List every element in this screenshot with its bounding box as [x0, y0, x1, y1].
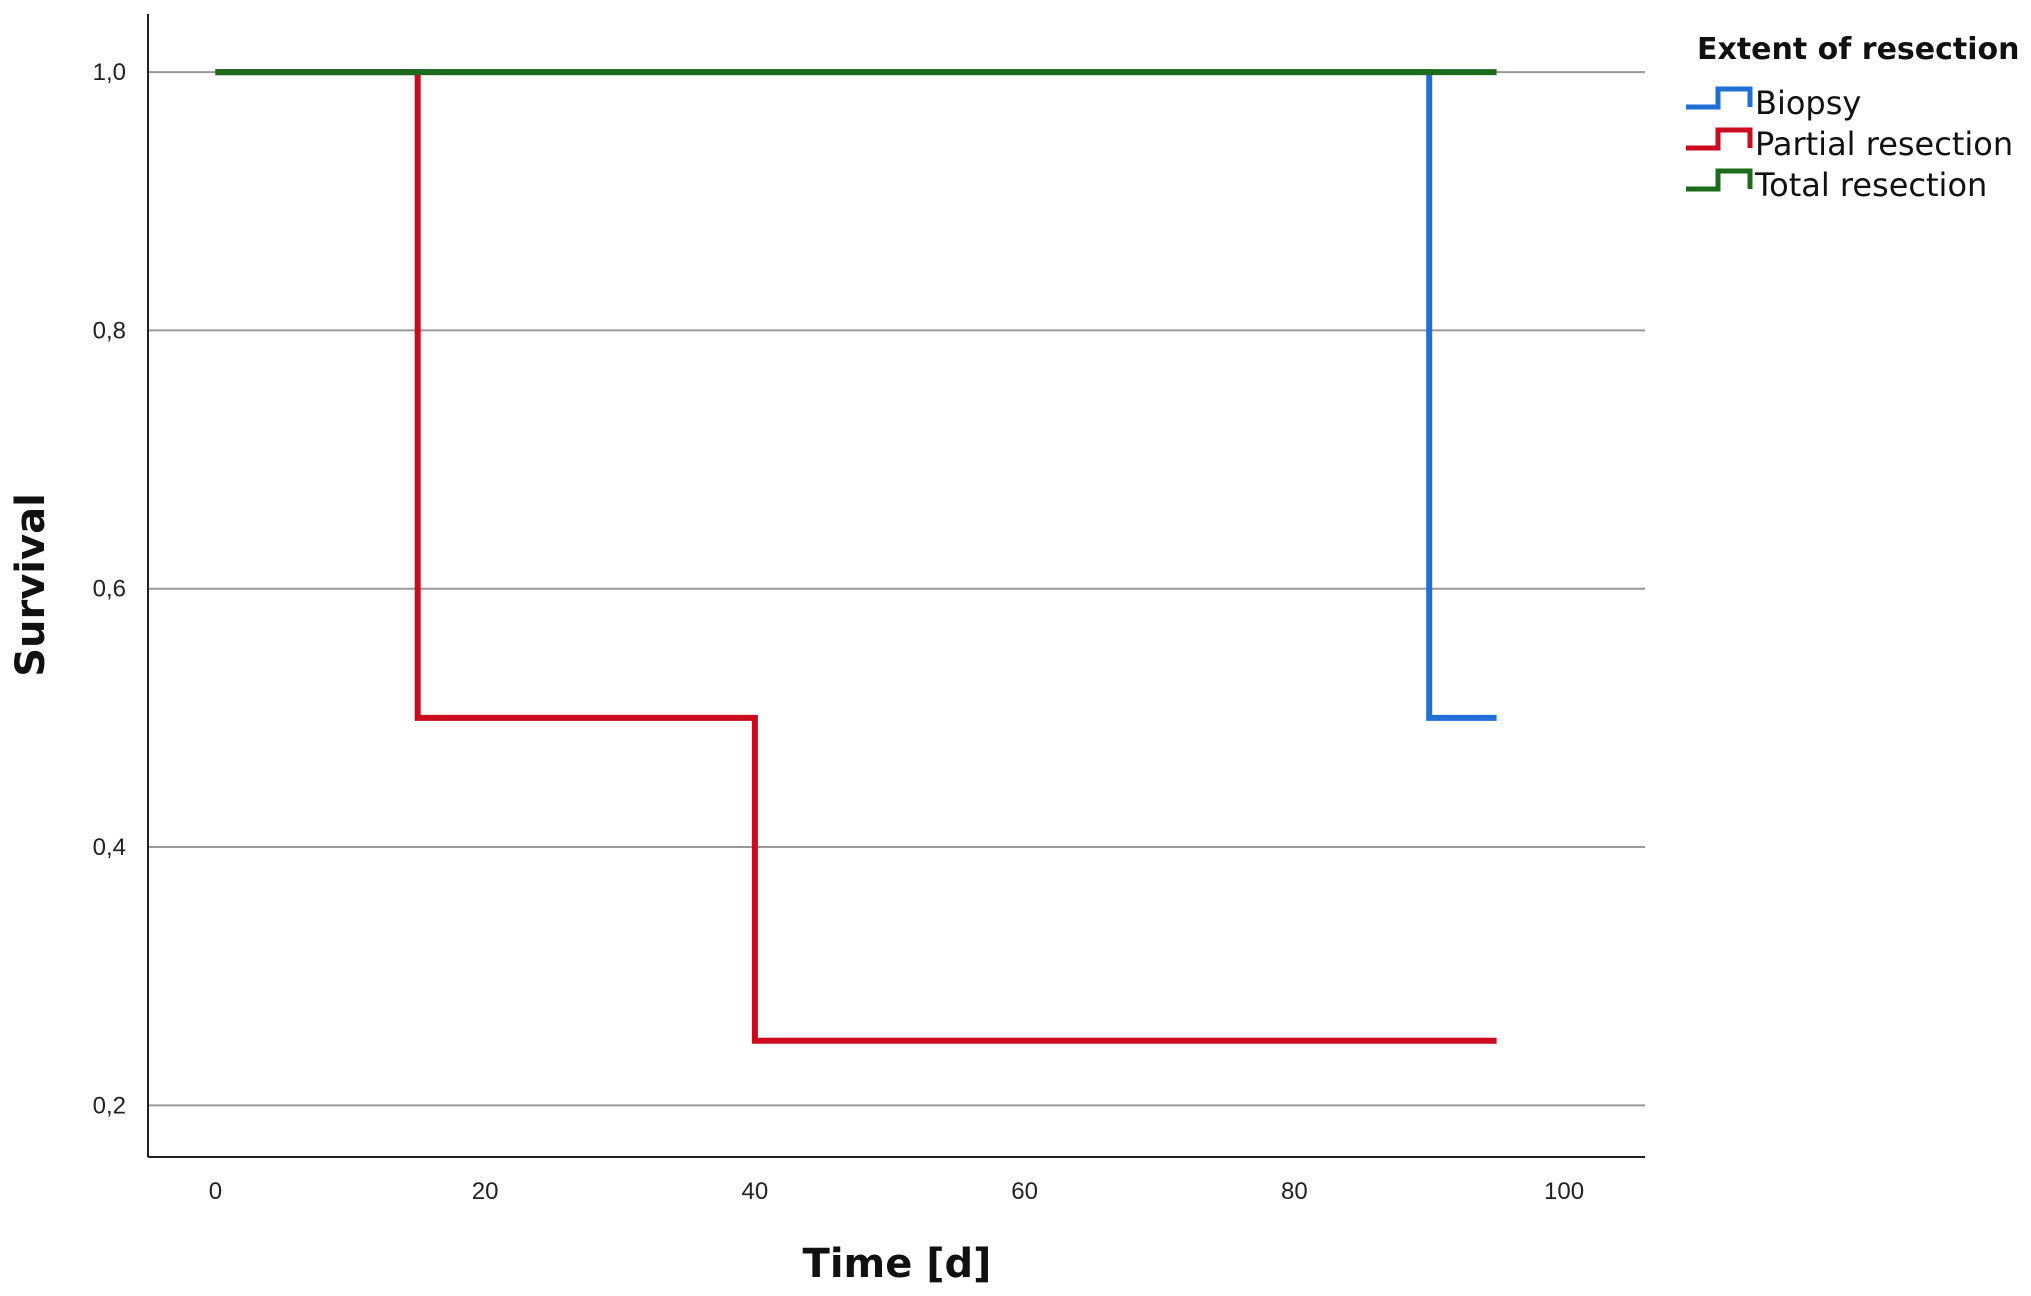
y-tick-labels: 0,2 0,4 0,6 0,8 1,0 — [93, 59, 126, 1119]
x-tick-label: 60 — [1011, 1178, 1038, 1205]
y-tick-label: 0,4 — [93, 834, 126, 861]
legend-label: Total resection — [1754, 166, 1987, 204]
legend-item: Total resection — [1686, 166, 1987, 204]
y-tick-label: 0,6 — [93, 576, 126, 603]
x-tick-label: 80 — [1281, 1178, 1308, 1205]
x-tick-label: 40 — [742, 1178, 769, 1205]
y-tick-label: 1,0 — [93, 59, 126, 86]
x-tick-label: 100 — [1544, 1178, 1584, 1205]
y-axis-title: Survival — [8, 493, 54, 677]
legend-swatch — [1686, 168, 1753, 192]
legend-swatch — [1686, 86, 1753, 110]
gridlines — [148, 71, 1645, 1107]
legend-swatch — [1686, 127, 1753, 151]
axes — [147, 14, 1645, 1158]
x-axis-title: Time [d] — [803, 1241, 992, 1287]
x-tick-labels: 0 20 40 60 80 100 — [209, 1178, 1584, 1205]
legend-label: Biopsy — [1755, 84, 1861, 122]
series-line-biopsy — [215, 69, 1497, 721]
legend-label: Partial resection — [1755, 125, 2013, 163]
x-tick-label: 20 — [472, 1178, 499, 1205]
legend-title: Extent of resection — [1697, 32, 2020, 67]
legend-item: Partial resection — [1686, 125, 2013, 163]
series-lines — [215, 69, 1497, 1044]
y-tick-label: 0,8 — [93, 317, 126, 344]
legend-item: Biopsy — [1686, 84, 1861, 122]
series-line-partial-resection — [215, 69, 1497, 1044]
y-tick-label: 0,2 — [93, 1092, 126, 1119]
x-tick-label: 0 — [209, 1178, 222, 1205]
